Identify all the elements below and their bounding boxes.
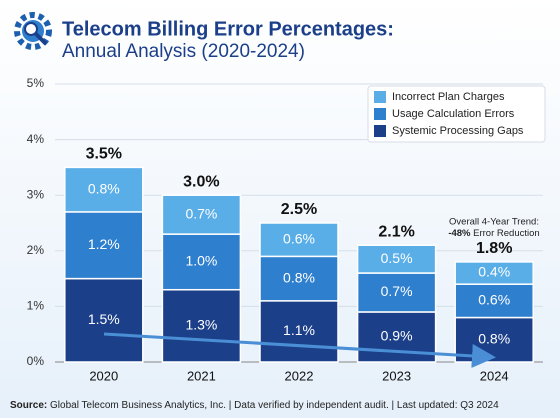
source: Source: Global Telecom Business Analytic… (10, 400, 499, 411)
bar-segment (454, 283, 534, 319)
y-tick-label: 3% (27, 187, 45, 201)
x-tick-label: 2021 (187, 368, 216, 383)
total-label: 3.5% (86, 146, 122, 163)
bar-segment (64, 166, 144, 213)
annotation: Overall 4-Year Trend: (449, 217, 539, 228)
data-label: 0.6% (478, 292, 510, 308)
annotation: -48% Error Reduction (448, 228, 539, 239)
data-label: 1.2% (88, 236, 120, 252)
total-label: 3.0% (183, 173, 219, 190)
annotation-text: Error Reduction (471, 228, 540, 239)
data-label: 1.3% (185, 317, 217, 333)
data-label: 0.5% (381, 250, 413, 266)
y-tick-label: 4% (27, 132, 45, 146)
legend-swatch (374, 91, 386, 103)
legend-swatch (374, 125, 386, 137)
legend-box (367, 85, 546, 143)
legend-label: Usage Calculation Errors (392, 108, 515, 120)
chart-subtitle: Annual Analysis (2020-2024) (62, 41, 305, 62)
bar-segment (259, 300, 339, 363)
x-tick-label: 2023 (382, 368, 411, 383)
data-label: 1.0% (185, 253, 217, 269)
y-tick-label: 1% (27, 299, 45, 313)
data-label: 0.8% (283, 269, 315, 285)
bar-segment (161, 233, 242, 291)
total-label: 1.8% (476, 240, 512, 257)
bar-segment (356, 272, 437, 313)
legend-swatch (374, 108, 386, 120)
source-label: Source: (10, 400, 47, 411)
legend-label: Incorrect Plan Charges (392, 91, 505, 103)
icon (14, 12, 52, 50)
data-label: 0.7% (185, 205, 217, 221)
data-label: 1.1% (283, 322, 315, 338)
bar-segment (259, 222, 339, 258)
bar-segment (64, 277, 144, 363)
annotation-bold: -48% (448, 228, 471, 239)
data-label: 1.5% (88, 311, 120, 327)
x-tick-label: 2020 (89, 368, 118, 383)
data-label: 0.6% (283, 230, 315, 246)
data-label: 0.4% (478, 264, 510, 280)
bar-segment (356, 244, 437, 274)
x-tick-label: 2022 (285, 368, 314, 383)
data-label: 0.9% (381, 328, 413, 344)
total-label: 2.5% (281, 201, 317, 218)
bar-segment (64, 211, 144, 280)
chart-title: Telecom Billing Error Percentages: (62, 18, 394, 40)
x-tick-label: 2024 (480, 368, 509, 383)
bar-segment (454, 261, 534, 285)
y-tick-label: 0% (27, 354, 45, 368)
y-tick-label: 2% (27, 243, 45, 257)
data-label: 0.8% (88, 180, 120, 196)
bar-segment (259, 255, 339, 302)
source-text: Global Telecom Business Analytics, Inc. … (47, 400, 499, 411)
legend-label: Systemic Processing Gaps (392, 125, 524, 137)
y-tick-label: 5% (27, 76, 45, 90)
trend-arrow (103, 332, 496, 368)
total-label: 2.1% (378, 223, 414, 240)
bar-segment (161, 194, 242, 235)
data-label: 0.7% (381, 283, 413, 299)
bar-segment (161, 288, 242, 363)
data-label: 0.8% (478, 330, 510, 346)
